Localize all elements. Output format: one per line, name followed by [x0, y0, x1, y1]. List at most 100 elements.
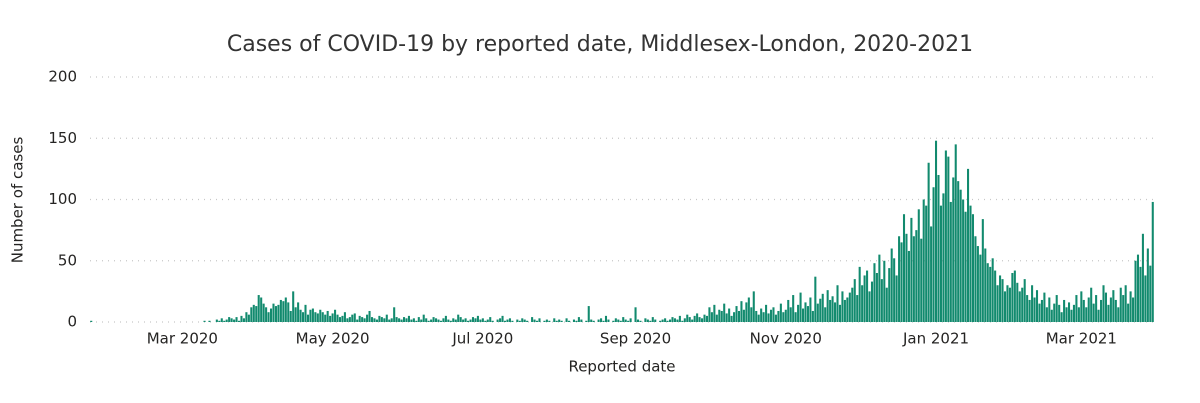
bar	[471, 317, 475, 322]
bar	[757, 314, 760, 322]
bar	[654, 319, 657, 322]
bar	[203, 320, 206, 322]
bar	[274, 306, 277, 322]
bar	[629, 318, 632, 322]
bar	[1102, 285, 1105, 322]
bar	[343, 312, 346, 322]
bar	[954, 144, 957, 322]
bar	[368, 310, 371, 322]
bar	[1085, 307, 1088, 322]
bar	[255, 306, 258, 322]
bar	[607, 319, 610, 322]
bar	[681, 320, 684, 322]
bar	[237, 320, 241, 322]
bar	[819, 298, 822, 322]
bar	[1050, 309, 1053, 322]
bar	[1100, 299, 1103, 322]
bar	[769, 309, 773, 322]
bar	[696, 313, 699, 322]
bar	[925, 205, 928, 322]
bar	[1021, 287, 1024, 322]
bar	[1060, 312, 1063, 322]
bar	[511, 320, 514, 322]
bar	[617, 319, 620, 322]
bar	[444, 315, 447, 322]
bar	[469, 319, 472, 322]
bar	[373, 318, 376, 322]
bar	[326, 310, 329, 322]
bar	[878, 254, 881, 322]
bar	[272, 303, 275, 322]
bar	[1053, 303, 1056, 322]
bar	[979, 254, 982, 322]
bar	[984, 248, 987, 322]
bar	[484, 320, 487, 322]
bar	[880, 279, 883, 322]
bar	[728, 308, 731, 322]
bar	[533, 319, 536, 322]
bar	[915, 230, 918, 322]
bar	[969, 205, 972, 322]
bar	[1043, 292, 1046, 322]
bar	[462, 319, 465, 322]
bar	[398, 318, 401, 322]
bar	[1136, 254, 1140, 322]
bar	[691, 319, 694, 322]
bar	[459, 317, 462, 322]
bar	[309, 309, 312, 322]
bar	[548, 320, 551, 322]
bar	[228, 317, 231, 322]
bar	[614, 318, 617, 322]
bar	[671, 317, 674, 322]
bar	[996, 285, 999, 322]
bar	[1001, 279, 1004, 322]
x-axis-label: Reported date	[568, 358, 675, 376]
bar	[747, 297, 750, 322]
bar	[491, 320, 494, 322]
bar	[553, 318, 556, 322]
bar	[846, 297, 849, 322]
bar	[90, 320, 93, 322]
bar	[565, 318, 568, 322]
bar	[639, 320, 642, 322]
bar	[240, 315, 243, 322]
bar	[1146, 248, 1149, 322]
bar	[535, 320, 539, 322]
bar	[856, 295, 859, 322]
bar	[353, 313, 356, 322]
bar	[811, 310, 814, 322]
bar	[1122, 295, 1125, 322]
bar	[952, 177, 955, 322]
bar	[932, 187, 935, 322]
bar	[725, 313, 728, 322]
bar	[999, 275, 1002, 322]
y-tick-label: 0	[67, 313, 77, 331]
bar	[688, 317, 691, 322]
bar	[1107, 304, 1110, 322]
bar	[486, 319, 489, 322]
bar	[774, 314, 777, 322]
bar	[383, 318, 386, 322]
bar	[718, 309, 721, 322]
bar	[834, 302, 837, 322]
bar	[592, 320, 595, 322]
bar	[678, 315, 681, 322]
bar	[1040, 299, 1043, 322]
bar	[223, 320, 226, 322]
bar	[284, 297, 287, 322]
bar	[1045, 307, 1048, 322]
bar	[730, 315, 733, 322]
bar	[218, 320, 221, 322]
bar	[1087, 297, 1090, 322]
bar	[420, 319, 423, 322]
bar	[740, 301, 743, 322]
bar	[378, 315, 381, 322]
bar	[971, 214, 975, 322]
bar	[991, 258, 994, 322]
bar	[580, 319, 583, 322]
bar	[910, 217, 913, 322]
bar	[974, 236, 977, 322]
bar	[967, 168, 970, 322]
bar	[585, 320, 588, 322]
bar	[560, 320, 563, 322]
